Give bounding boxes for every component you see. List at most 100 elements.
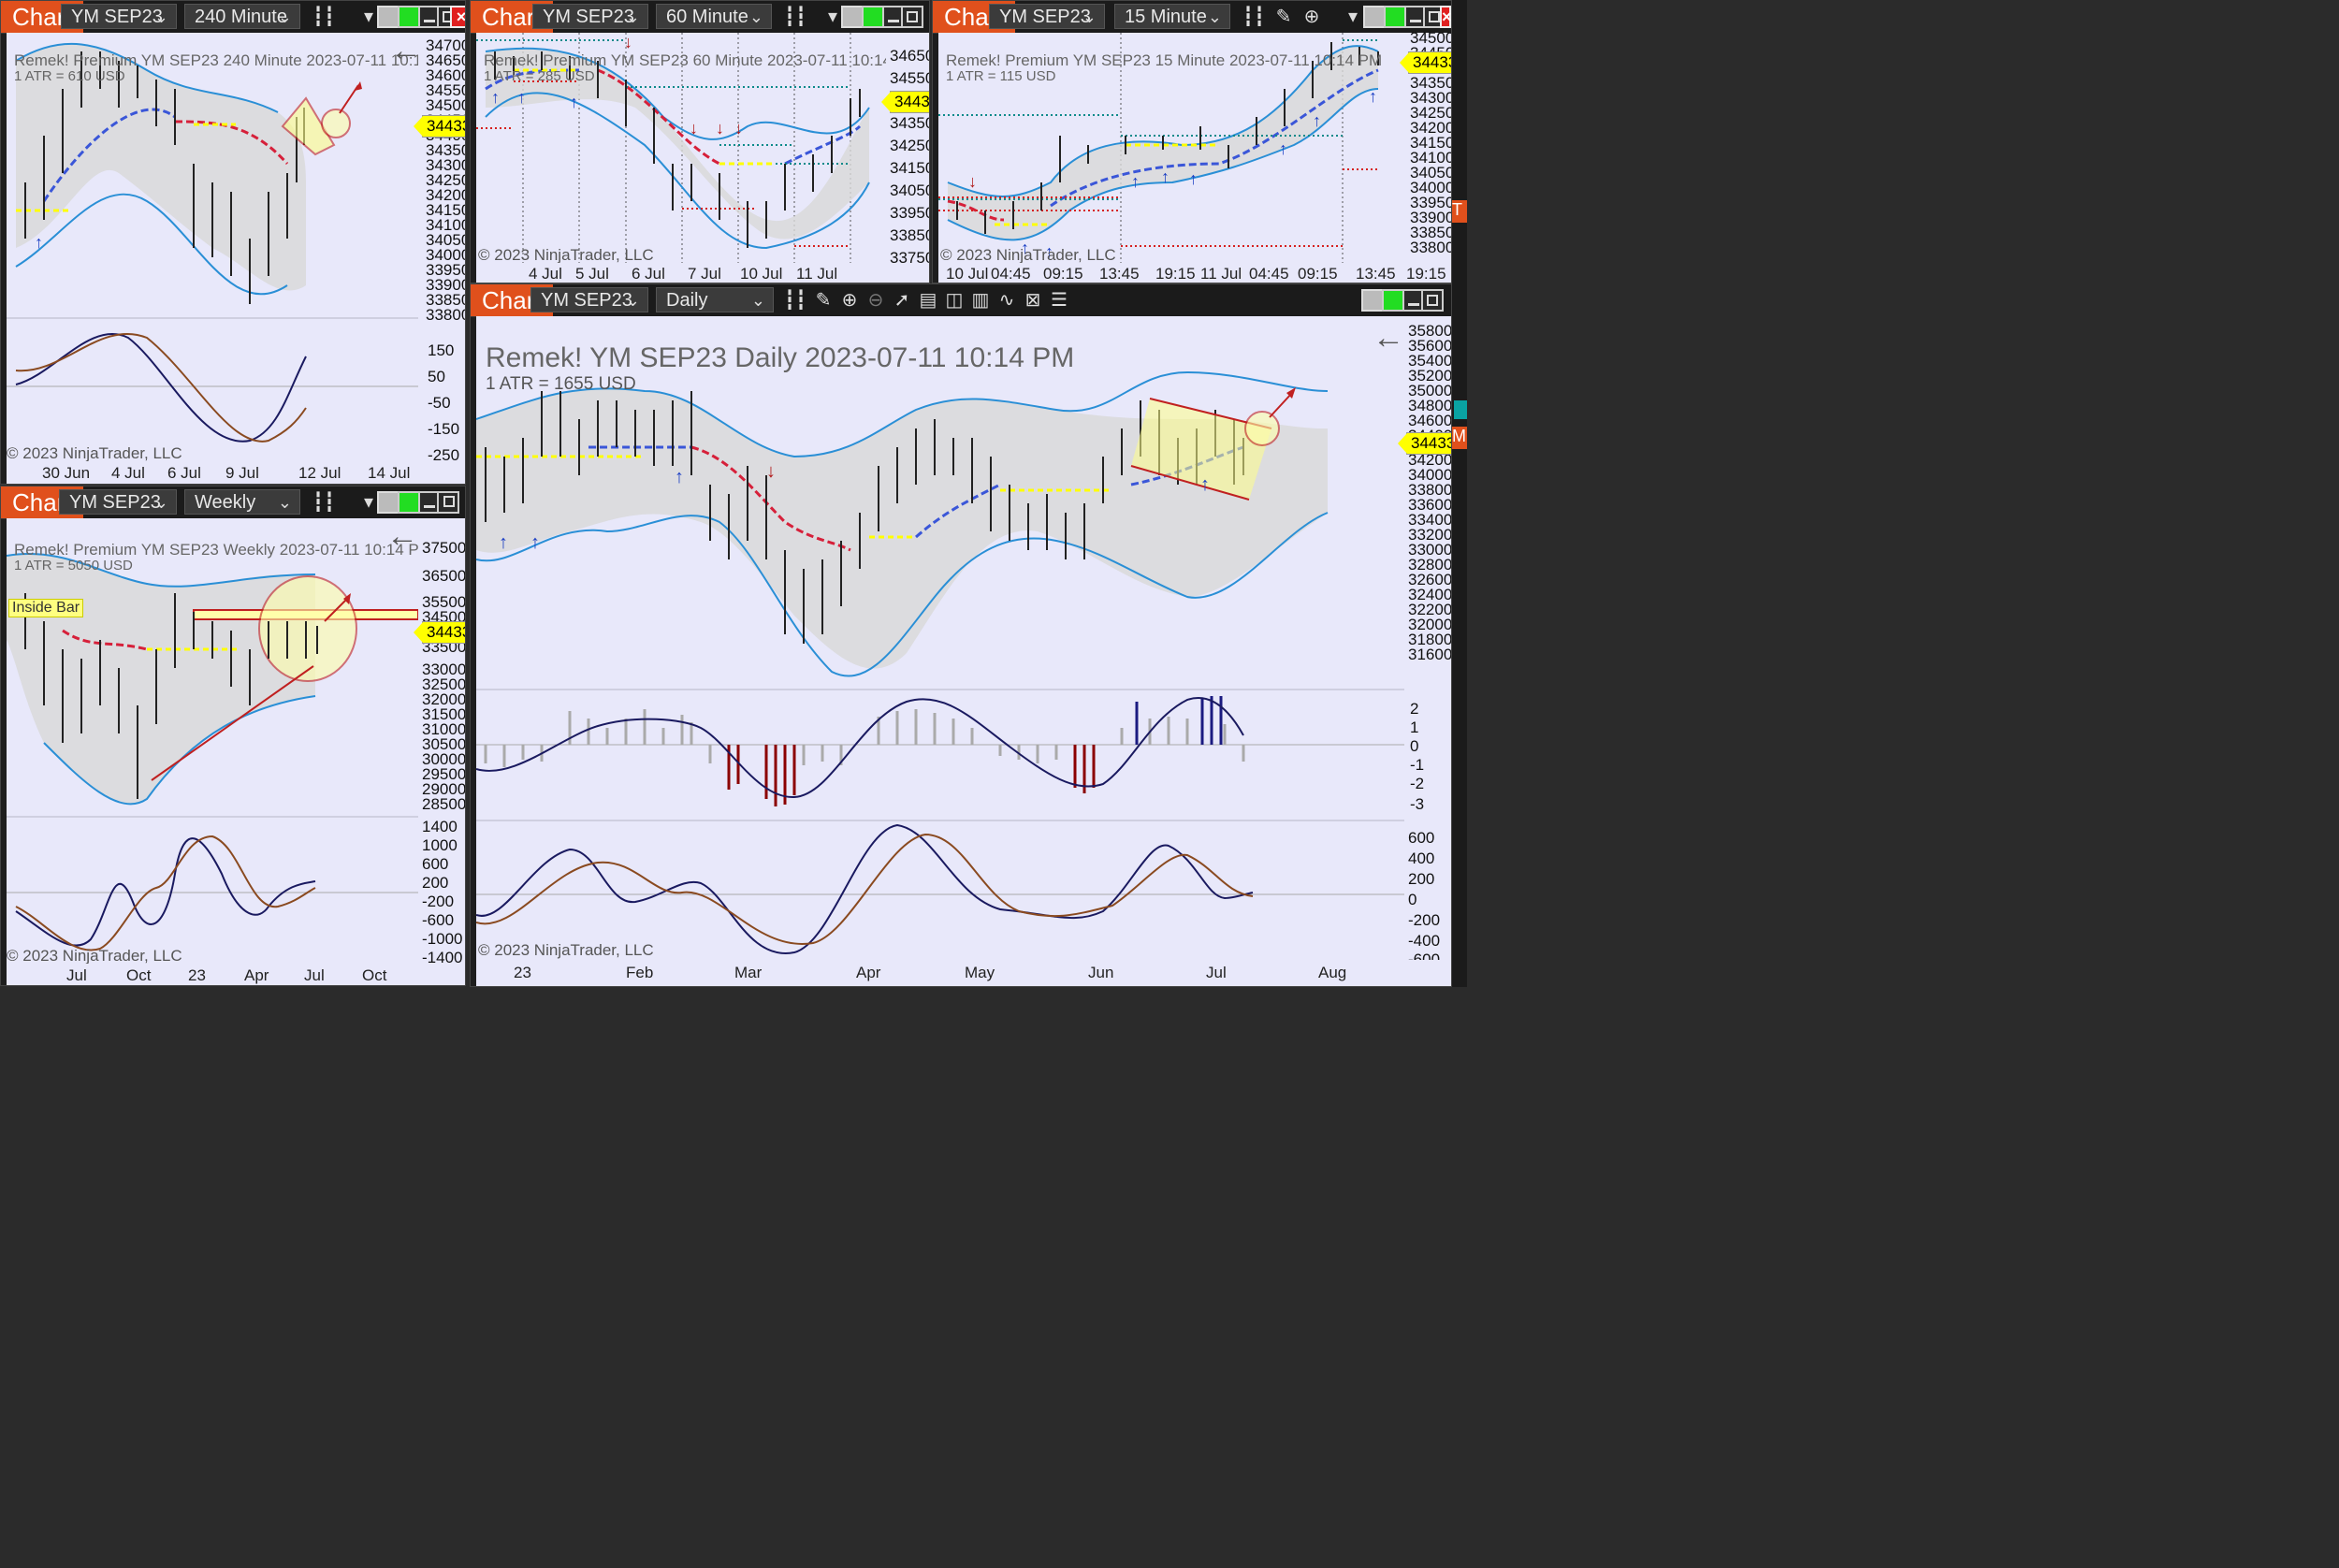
price-axis[interactable]: 34500 34450 34400 34350 34300 34250 3420… bbox=[1399, 29, 1451, 263]
histogram-panel[interactable] bbox=[476, 690, 1404, 820]
chevron-down-icon: ⌄ bbox=[1207, 7, 1222, 26]
osc-tick: 600 bbox=[1408, 829, 1435, 847]
oscillator-panel[interactable]: © 2023 NinjaTrader, LLC bbox=[7, 319, 418, 462]
bar-style-icon[interactable]: ┇┇ bbox=[312, 7, 336, 27]
maximize-button[interactable] bbox=[1421, 289, 1444, 312]
svg-text:↑: ↑ bbox=[1200, 474, 1210, 495]
window-pin-button[interactable] bbox=[841, 6, 864, 28]
interval-select[interactable]: 60 Minute ⌄ bbox=[656, 4, 772, 29]
bar-style-icon[interactable]: ┇┇ bbox=[783, 290, 807, 311]
y-tick: 34300 bbox=[426, 156, 466, 174]
histogram-svg bbox=[476, 696, 1404, 806]
restore-button[interactable] bbox=[437, 491, 459, 514]
chevron-down-icon[interactable]: ▾ bbox=[827, 7, 838, 27]
properties-icon[interactable]: ☰ bbox=[1051, 290, 1068, 311]
chart-title: Remek! Premium YM SEP23 15 Minute 2023-0… bbox=[946, 51, 1383, 69]
x-tick: 30 Jun bbox=[42, 464, 91, 482]
y-tick: 34100 bbox=[426, 216, 466, 234]
panel-separator bbox=[476, 689, 1404, 690]
interval-value: 240 Minute bbox=[195, 7, 287, 27]
time-axis[interactable]: 23 Feb Mar Apr May Jun Jul Aug bbox=[476, 960, 1451, 986]
bar-style-icon[interactable]: ┇┇ bbox=[783, 7, 807, 27]
x-tick: 23 bbox=[514, 964, 531, 981]
chevron-down-icon[interactable]: ▾ bbox=[363, 7, 374, 27]
window-link-button[interactable] bbox=[862, 6, 884, 28]
y-tick: 34800 bbox=[1408, 397, 1452, 414]
price-panel[interactable]: ↓ ↑ ↑ ↑ ↑ ↑ ↑ ↑ ↑ Remek! Premium YM SEP2… bbox=[938, 33, 1404, 264]
interval-value: Weekly bbox=[195, 492, 256, 513]
breakout-circle bbox=[258, 575, 357, 682]
edge-tab-m[interactable]: M bbox=[1452, 427, 1467, 449]
back-arrow-icon[interactable]: ← bbox=[386, 518, 418, 554]
y-tick: 34600 bbox=[426, 66, 466, 84]
osc-tick: 150 bbox=[428, 341, 455, 359]
osc-tick: 50 bbox=[428, 368, 445, 385]
instrument-select[interactable]: YM SEP23 ⌄ bbox=[532, 4, 648, 29]
zoom-in-icon[interactable]: ⊕ bbox=[1303, 7, 1320, 27]
data-box-icon[interactable]: ▤ bbox=[919, 290, 937, 311]
window-pin-button[interactable] bbox=[1361, 289, 1384, 312]
window-pin-button[interactable] bbox=[1363, 6, 1386, 28]
interval-select[interactable]: Weekly ⌄ bbox=[184, 489, 300, 515]
price-panel[interactable]: ↑ Remek! Premium YM SEP23 240 Minute 202… bbox=[7, 33, 459, 317]
price-axis[interactable]: 35800 35600 35400 35200 35000 34800 3460… bbox=[1397, 316, 1452, 968]
oscillator-panel[interactable]: © 2023 NinjaTrader, LLC bbox=[7, 818, 418, 965]
maximize-button[interactable] bbox=[901, 6, 923, 28]
time-axis[interactable]: 30 Jun 4 Jul 6 Jul 9 Jul 12 Jul 14 Jul bbox=[7, 461, 465, 484]
zoom-out-icon[interactable]: ⊖ bbox=[867, 290, 884, 311]
close-button[interactable]: × bbox=[1440, 6, 1452, 28]
chart-style-icon[interactable]: ▥ bbox=[971, 290, 990, 311]
back-arrow-icon[interactable]: ← bbox=[1373, 320, 1404, 356]
window-link-button[interactable] bbox=[398, 491, 420, 514]
pencil-icon[interactable]: ✎ bbox=[1275, 7, 1292, 27]
price-axis[interactable]: 34700 34650 34600 34550 34500 34450 3440… bbox=[413, 33, 466, 464]
edge-tab-t[interactable]: T bbox=[1452, 200, 1467, 223]
instrument-select[interactable]: YM SEP23 ⌄ bbox=[59, 489, 177, 515]
y-tick: 32800 bbox=[1408, 556, 1452, 573]
osc-tick: -150 bbox=[428, 420, 460, 438]
window-link-button[interactable] bbox=[1382, 289, 1404, 312]
panels-icon[interactable]: ◫ bbox=[945, 290, 964, 311]
y-tick: 34500 bbox=[426, 96, 466, 114]
chart-title: Remek! YM SEP23 Daily 2023-07-11 10:14 P… bbox=[486, 342, 1075, 373]
interval-select[interactable]: 15 Minute ⌄ bbox=[1114, 4, 1230, 29]
window-pin-button[interactable] bbox=[377, 6, 400, 28]
close-button[interactable]: × bbox=[450, 6, 465, 28]
bar-style-icon[interactable]: ┇┇ bbox=[1242, 7, 1266, 27]
channel-triangle bbox=[281, 96, 336, 156]
price-axis[interactable]: 34650 34550 34450 34350 34250 34150 3405… bbox=[880, 33, 930, 267]
x-tick: 09:15 bbox=[1298, 265, 1338, 283]
hist-tick: 2 bbox=[1410, 700, 1419, 718]
time-axis[interactable]: 4 Jul 5 Jul 6 Jul 7 Jul 10 Jul 11 Jul bbox=[476, 263, 929, 283]
interval-select[interactable]: 240 Minute ⌄ bbox=[184, 4, 300, 29]
strategies-icon[interactable]: ⊠ bbox=[1024, 290, 1041, 311]
window-link-button[interactable] bbox=[398, 6, 420, 28]
back-arrow-icon[interactable]: ← bbox=[390, 33, 422, 68]
instrument-select[interactable]: YM SEP23 ⌄ bbox=[61, 4, 177, 29]
time-axis[interactable]: Jul Oct 23 Apr Jul Oct bbox=[7, 964, 465, 985]
chevron-down-icon[interactable]: ▾ bbox=[363, 492, 374, 513]
interval-select[interactable]: Daily ⌄ bbox=[656, 287, 774, 312]
zoom-in-icon[interactable]: ⊕ bbox=[841, 290, 858, 311]
time-axis[interactable]: 10 Jul 04:45 09:15 13:45 19:15 11 Jul 04… bbox=[938, 263, 1451, 283]
copyright: © 2023 NinjaTrader, LLC bbox=[478, 941, 654, 959]
price-axis[interactable]: 37500 36500 35500 34500 34000 33500 3300… bbox=[413, 518, 465, 966]
window-pin-button[interactable] bbox=[377, 491, 400, 514]
price-panel[interactable]: ↑ ↑ ↑ ↓ ↑ Remek! YM SEP23 Daily 2023-07-… bbox=[476, 316, 1404, 689]
instrument-select[interactable]: YM SEP23 ⌄ bbox=[530, 287, 648, 312]
instrument-select[interactable]: YM SEP23 ⌄ bbox=[989, 4, 1105, 29]
oscillator-panel[interactable]: © 2023 NinjaTrader, LLC bbox=[476, 821, 1404, 960]
price-panel[interactable]: Remek! Premium YM SEP23 Weekly 2023-07-1… bbox=[7, 518, 432, 816]
x-tick: Feb bbox=[626, 964, 654, 981]
y-tick: 34350 bbox=[890, 114, 930, 132]
chevron-down-icon[interactable]: ▾ bbox=[1347, 7, 1358, 27]
pointer-icon[interactable]: ➚ bbox=[893, 290, 910, 311]
pencil-icon[interactable]: ✎ bbox=[815, 290, 832, 311]
indicators-icon[interactable]: ∿ bbox=[998, 290, 1015, 311]
y-tick: 34550 bbox=[426, 81, 466, 99]
window-link-button[interactable] bbox=[1384, 6, 1406, 28]
bar-style-icon[interactable]: ┇┇ bbox=[312, 492, 336, 513]
y-tick: 35200 bbox=[1408, 367, 1452, 385]
price-panel[interactable]: ↑ ↑ ↑ ↓ ↓ ↓ ↓ Remek! Premium YM SEP23 60… bbox=[476, 33, 920, 264]
y-tick: 34650 bbox=[426, 51, 466, 69]
